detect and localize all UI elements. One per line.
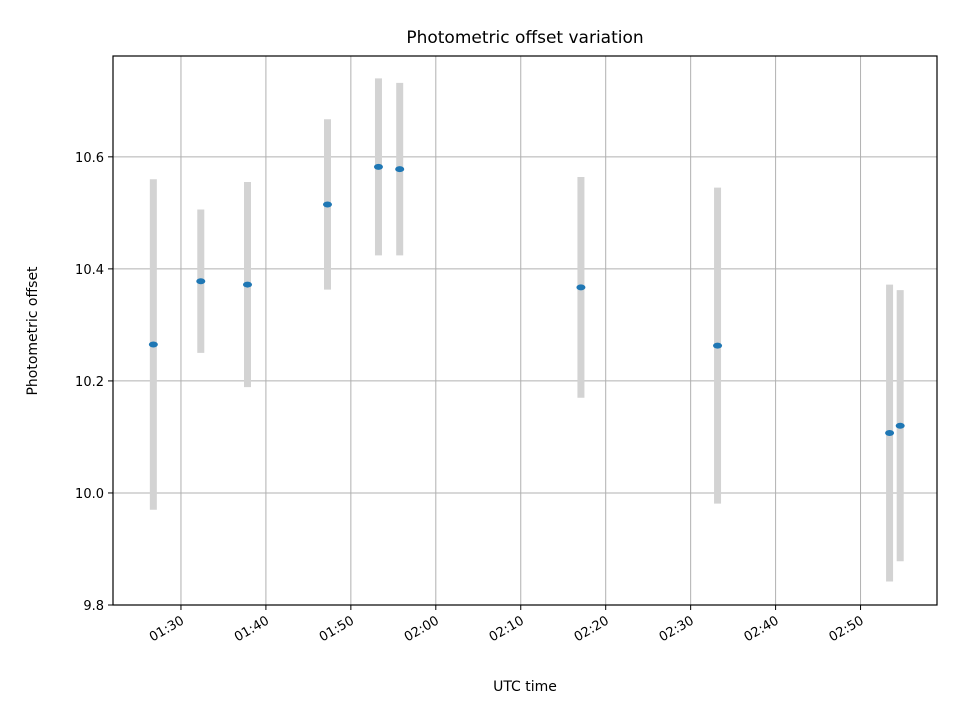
- x-tick-label: 02:00: [402, 613, 442, 645]
- y-axis-ticks: 9.8 10.0 10.2 10.4 10.6: [75, 151, 113, 614]
- y-tick-label: 10.0: [75, 487, 104, 502]
- data-point: [322, 201, 332, 208]
- plot-frame: [112, 55, 938, 606]
- data-point: [395, 166, 405, 173]
- x-tick-label: 01:50: [317, 613, 357, 645]
- grid-lines: [113, 56, 937, 606]
- data-point: [885, 430, 895, 437]
- x-axis-ticks: 01:30 01:40 01:50 02:00 02:10 02:20 02:30 02:40…: [147, 605, 867, 645]
- x-tick-label: 01:30: [147, 613, 187, 645]
- data-point: [576, 284, 586, 291]
- x-axis-label: UTC time: [493, 679, 557, 695]
- y-tick-label: 10.4: [75, 263, 104, 278]
- data-point: [713, 342, 723, 349]
- y-tick-label: 9.8: [83, 599, 104, 614]
- data-point: [373, 163, 383, 170]
- y-tick-label: 10.6: [75, 151, 104, 166]
- x-tick-label: 02:10: [487, 613, 527, 645]
- data-point: [895, 422, 905, 429]
- x-tick-label: 02:50: [827, 613, 867, 645]
- data-point: [148, 341, 158, 348]
- error-bars: [149, 78, 904, 582]
- y-tick-label: 10.2: [75, 375, 104, 390]
- data-point: [196, 278, 206, 285]
- x-tick-label: 02:30: [657, 613, 697, 645]
- data-points: [148, 163, 905, 437]
- chart-title: Photometric offset variation: [406, 28, 643, 48]
- x-tick-label: 01:40: [232, 613, 272, 645]
- x-tick-label: 02:40: [742, 613, 782, 645]
- y-axis-label: Photometric offset: [25, 266, 41, 396]
- x-tick-label: 02:20: [572, 613, 612, 645]
- data-point: [243, 281, 253, 288]
